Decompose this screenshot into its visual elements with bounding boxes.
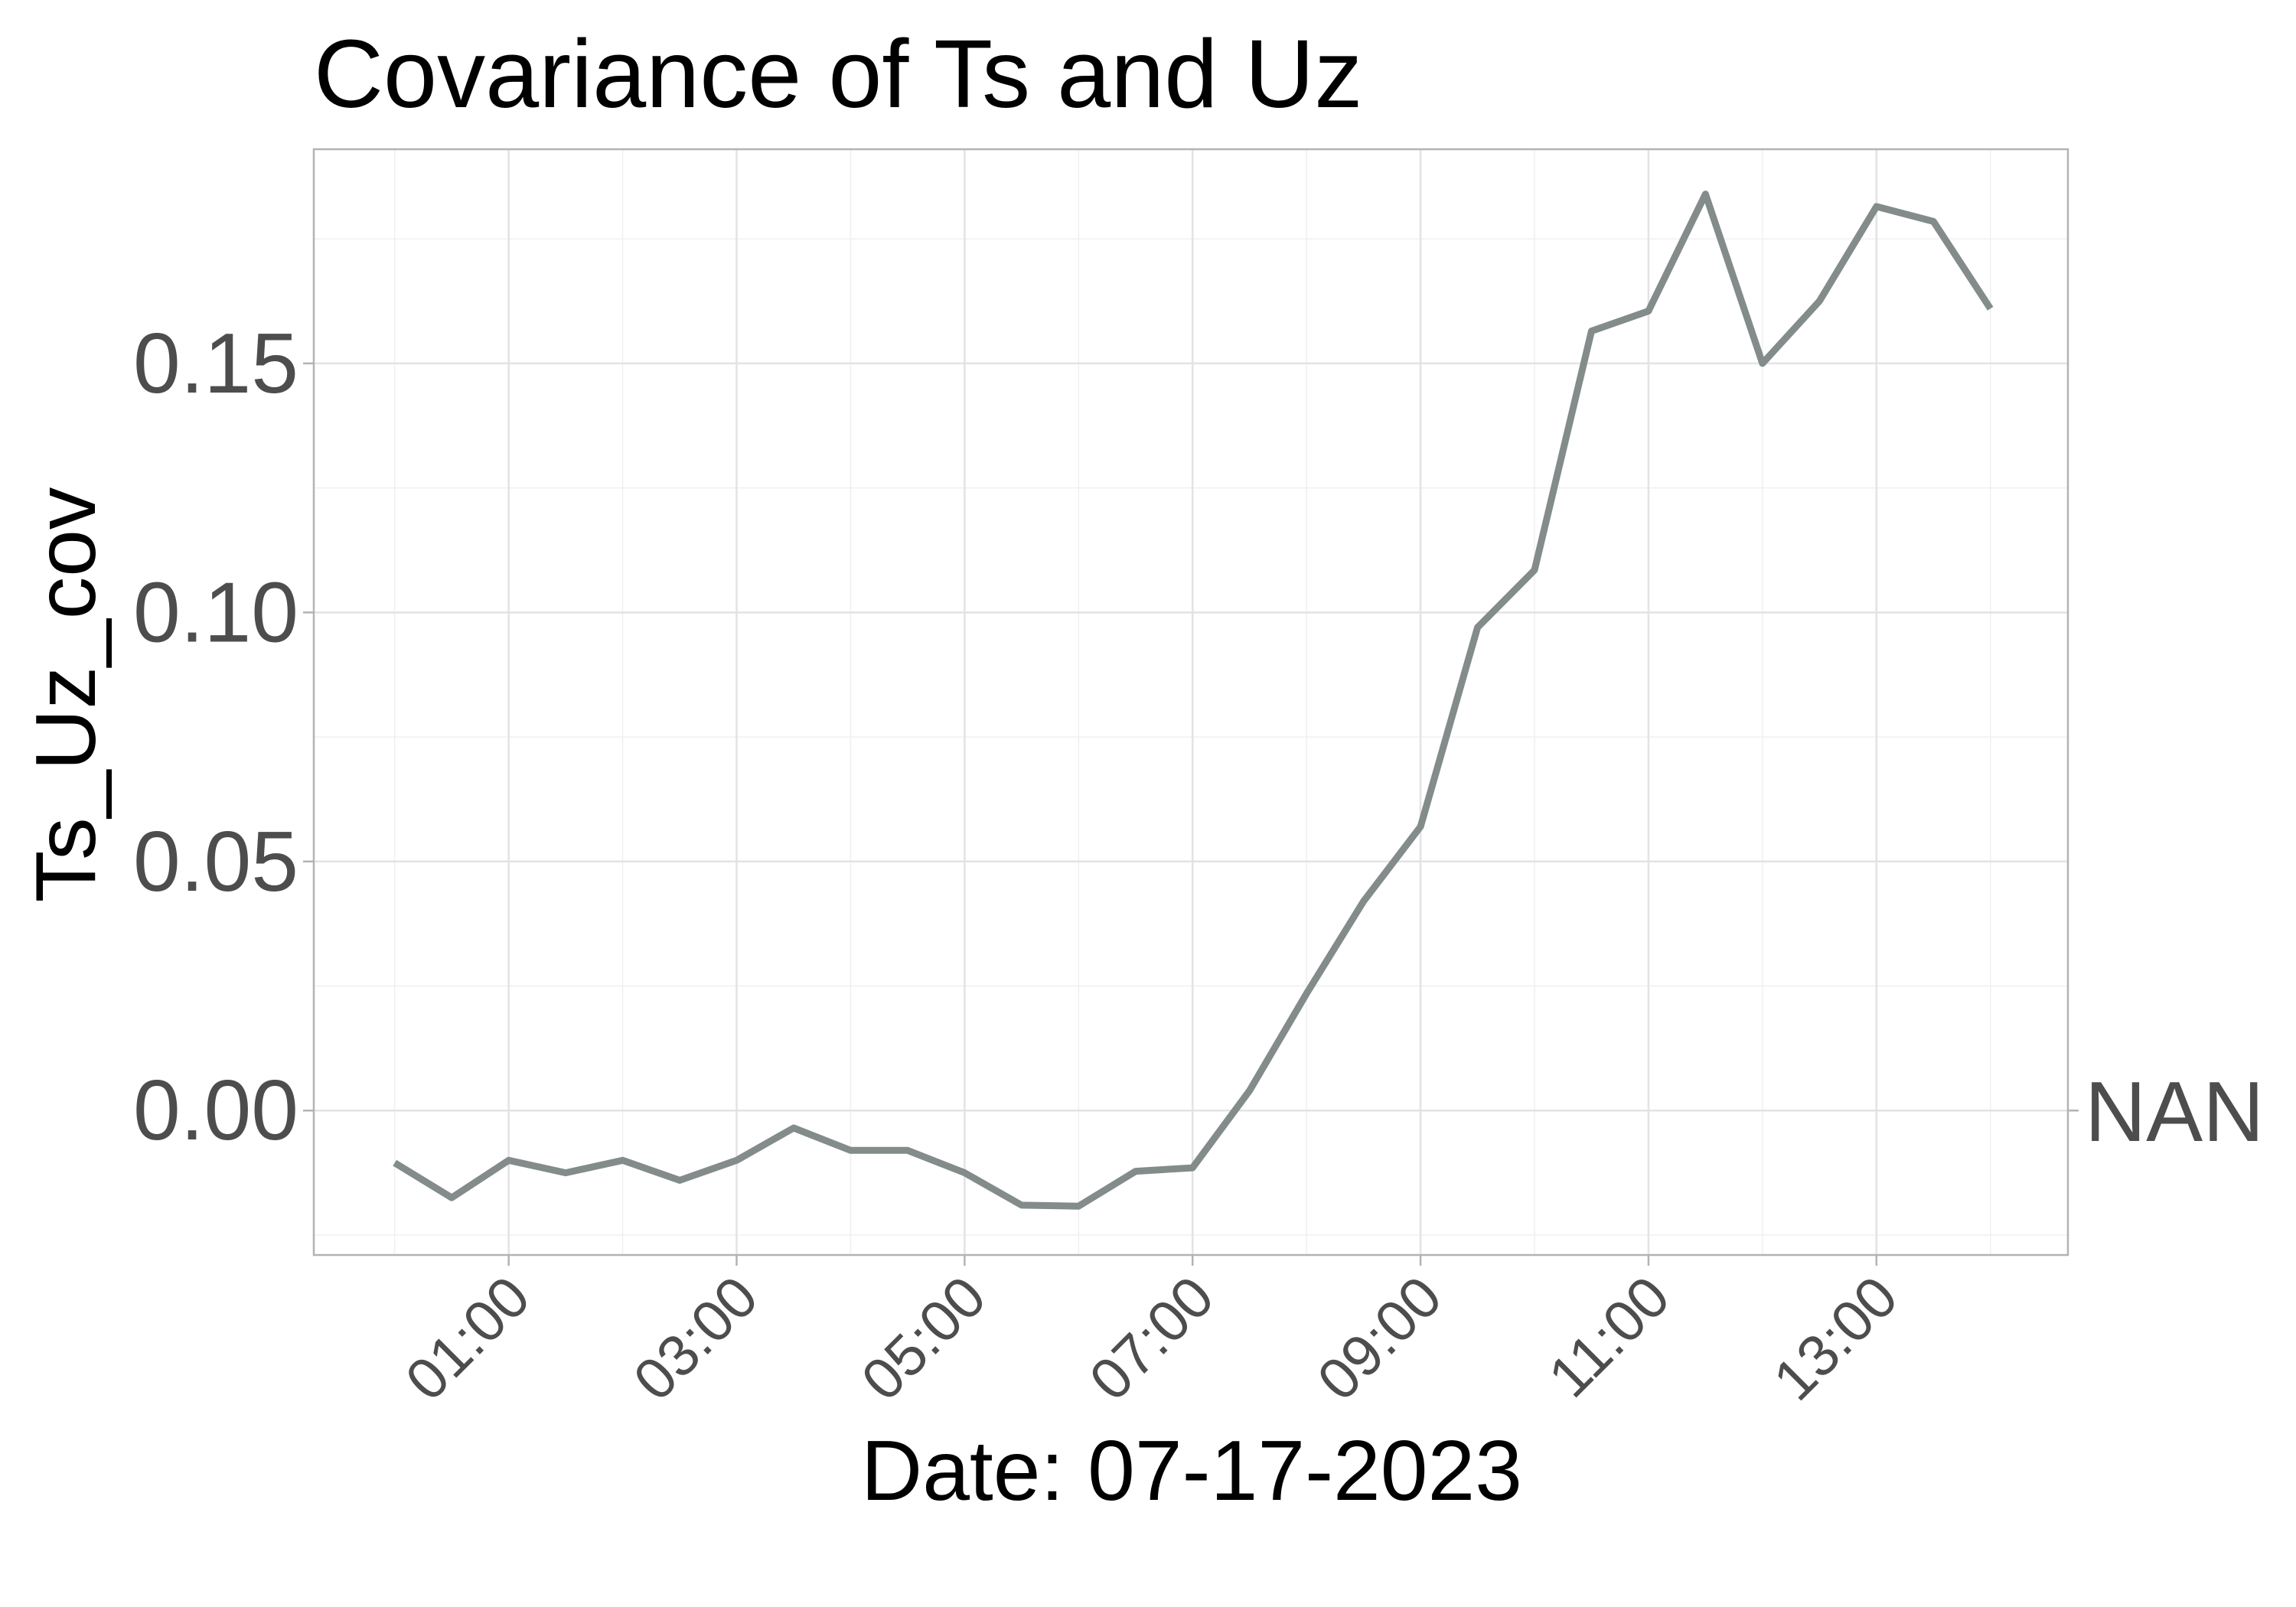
secondary-y-label: NAN bbox=[2085, 1064, 2264, 1159]
chart-title: Covariance of Ts and Uz bbox=[314, 20, 1362, 128]
x-tick-label: 07:00 bbox=[1078, 1264, 1227, 1413]
x-tick-label: 09:00 bbox=[1306, 1264, 1455, 1413]
x-axis-title: Date: 07-17-2023 bbox=[861, 1423, 1522, 1518]
y-tick-label: 0.05 bbox=[133, 814, 298, 909]
y-axis-title: Ts_Uz_cov bbox=[18, 487, 113, 902]
axis-ticks bbox=[303, 362, 2079, 1266]
tick-labels: 0.00 0.05 0.10 0.15 01:00 03:00 05:00 07:00 09:0… bbox=[133, 316, 2264, 1413]
series-line bbox=[393, 191, 1994, 1210]
y-tick-label: 0.15 bbox=[133, 316, 298, 411]
x-tick-label: 01:00 bbox=[393, 1264, 543, 1413]
plot-panel-border bbox=[312, 148, 2069, 1257]
x-tick-label: 03:00 bbox=[621, 1264, 771, 1413]
series-layer bbox=[393, 191, 1994, 1210]
y-tick-label: 0.00 bbox=[133, 1063, 298, 1158]
x-tick-label: 05:00 bbox=[850, 1264, 999, 1413]
major-gridlines bbox=[314, 149, 2068, 1255]
minor-gridlines bbox=[314, 149, 2068, 1255]
x-tick-label: 11:00 bbox=[1536, 1264, 1682, 1410]
x-tick-label: 13:00 bbox=[1761, 1264, 1910, 1413]
y-tick-label: 0.10 bbox=[133, 565, 298, 660]
